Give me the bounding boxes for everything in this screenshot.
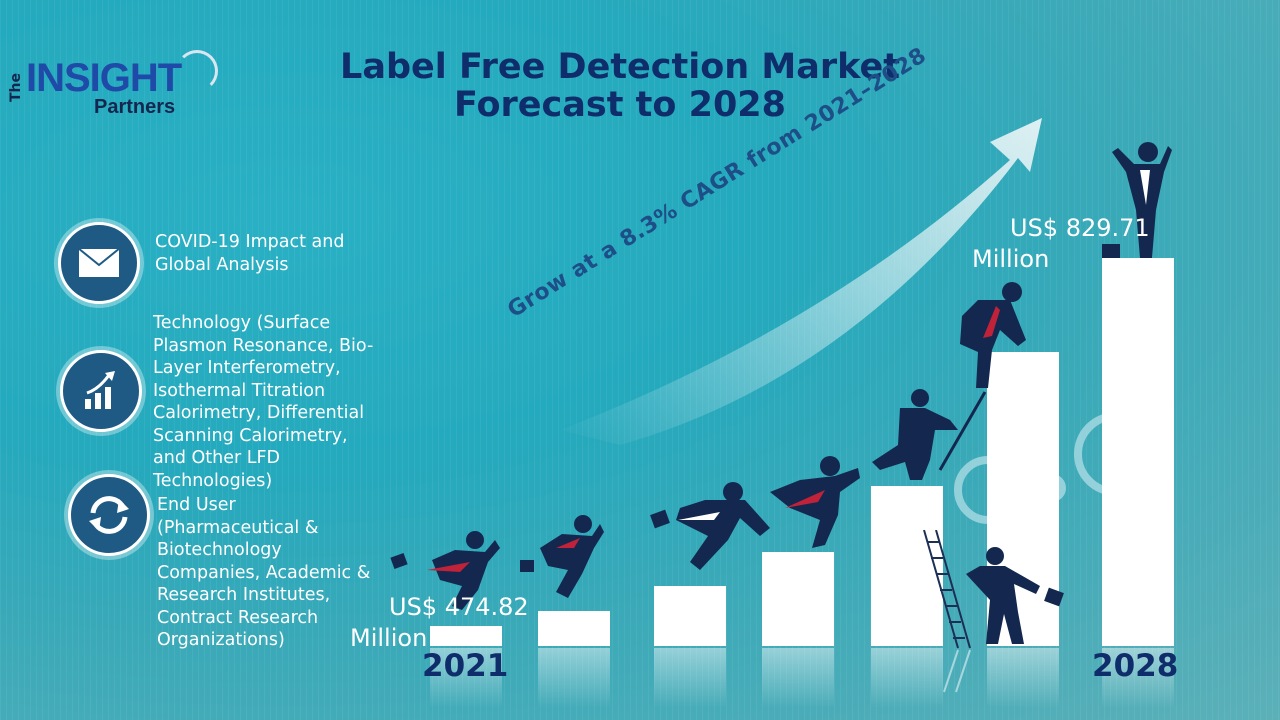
company-logo: The INSIGHT Partners — [6, 50, 218, 120]
growth-chart-icon — [60, 350, 142, 432]
logo-brand: INSIGHT — [26, 56, 182, 100]
bar-reflection — [871, 648, 943, 708]
bar-reflection — [762, 648, 834, 708]
year-start: 2021 — [422, 648, 509, 684]
end-value-unit: Million — [972, 245, 1050, 273]
title-line-1: Label Free Detection Market — [340, 47, 900, 87]
ladder-icon — [923, 530, 971, 693]
logo-partners: Partners — [94, 96, 176, 118]
bar-reflection — [987, 648, 1059, 708]
bar-2028 — [1102, 258, 1174, 646]
logo-swoosh-icon — [176, 50, 218, 92]
bar-reflection — [1102, 648, 1174, 708]
bar-reflection — [654, 648, 726, 708]
bar-reflection — [430, 648, 502, 708]
envelope-icon — [58, 222, 140, 304]
exchange-arrows-icon — [68, 474, 150, 556]
start-value-unit: Million — [350, 624, 428, 652]
bar-2025 — [871, 486, 943, 646]
end-value-amount: US$ 829.71 — [1010, 214, 1150, 242]
year-end: 2028 — [1092, 648, 1179, 684]
feature-technology: Technology (Surface Plasmon Resonance, B… — [153, 313, 374, 491]
bar-2021 — [430, 626, 502, 646]
feature-end-user: End User (Pharmaceutical & Biotechnology… — [157, 495, 371, 650]
bar-2022 — [538, 611, 610, 646]
page-title: Label Free Detection Market Forecast to … — [300, 48, 940, 124]
bar-2023 — [654, 586, 726, 646]
feature-covid: COVID-19 Impact and Global Analysis — [155, 232, 345, 275]
bar-2024 — [762, 552, 834, 646]
title-line-2: Forecast to 2028 — [453, 85, 787, 125]
start-value-amount: US$ 474.82 — [389, 593, 529, 621]
bar-reflection — [538, 648, 610, 708]
